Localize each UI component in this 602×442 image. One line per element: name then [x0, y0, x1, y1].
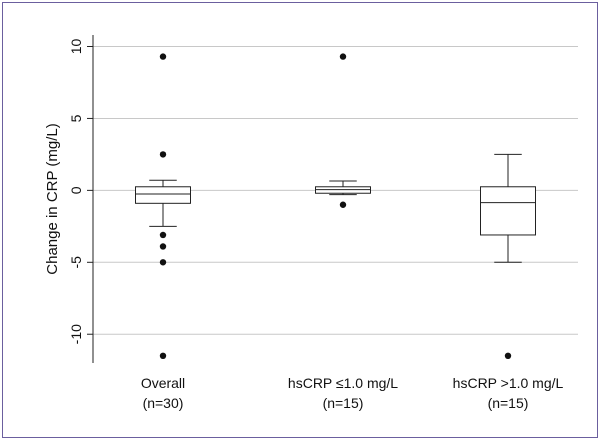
y-axis: 10 5 0 -5 -10 [68, 35, 94, 363]
x-label-n-2: (n=15) [488, 395, 529, 411]
y-tick-label-3: -5 [68, 256, 84, 269]
y-tick-label-0: 10 [68, 39, 84, 55]
y-tick-label-4: -10 [68, 324, 84, 344]
x-label-0: Overall [141, 375, 185, 391]
outlier-point-3 [159, 243, 167, 250]
box-iqr [480, 186, 536, 236]
outlier-point-1 [159, 151, 167, 158]
box-0 [135, 53, 191, 360]
outlier-point-4 [159, 259, 167, 266]
y-tick-label-2: 0 [68, 186, 84, 194]
x-label-2: hsCRP >1.0 mg/L [453, 375, 564, 391]
outlier-point-1 [339, 201, 347, 208]
outlier-point-0 [504, 352, 512, 360]
figure-frame: 10 5 0 -5 -10 Overall (n=30) hsCRP ≤1.0 mg/L (n… [2, 2, 598, 438]
box-1 [315, 53, 371, 208]
x-label-n-0: (n=30) [143, 395, 184, 411]
outlier-point-2 [159, 231, 167, 239]
x-axis-labels: Overall (n=30) hsCRP ≤1.0 mg/L (n=15) hsCRP … [141, 375, 564, 411]
outlier-point-5 [159, 352, 167, 360]
y-tick-label-1: 5 [68, 114, 84, 122]
outlier-point-0 [339, 53, 347, 60]
x-label-1: hsCRP ≤1.0 mg/L [288, 375, 398, 391]
y-axis-label: Change in CRP (mg/L) [44, 123, 61, 274]
box-series [135, 53, 536, 360]
box-2 [480, 153, 536, 360]
box-plot-chart: 10 5 0 -5 -10 Overall (n=30) hsCRP ≤1.0 mg/L (n… [44, 35, 578, 411]
x-label-n-1: (n=15) [323, 395, 364, 411]
outlier-point-0 [159, 53, 167, 60]
box-iqr [135, 186, 191, 204]
